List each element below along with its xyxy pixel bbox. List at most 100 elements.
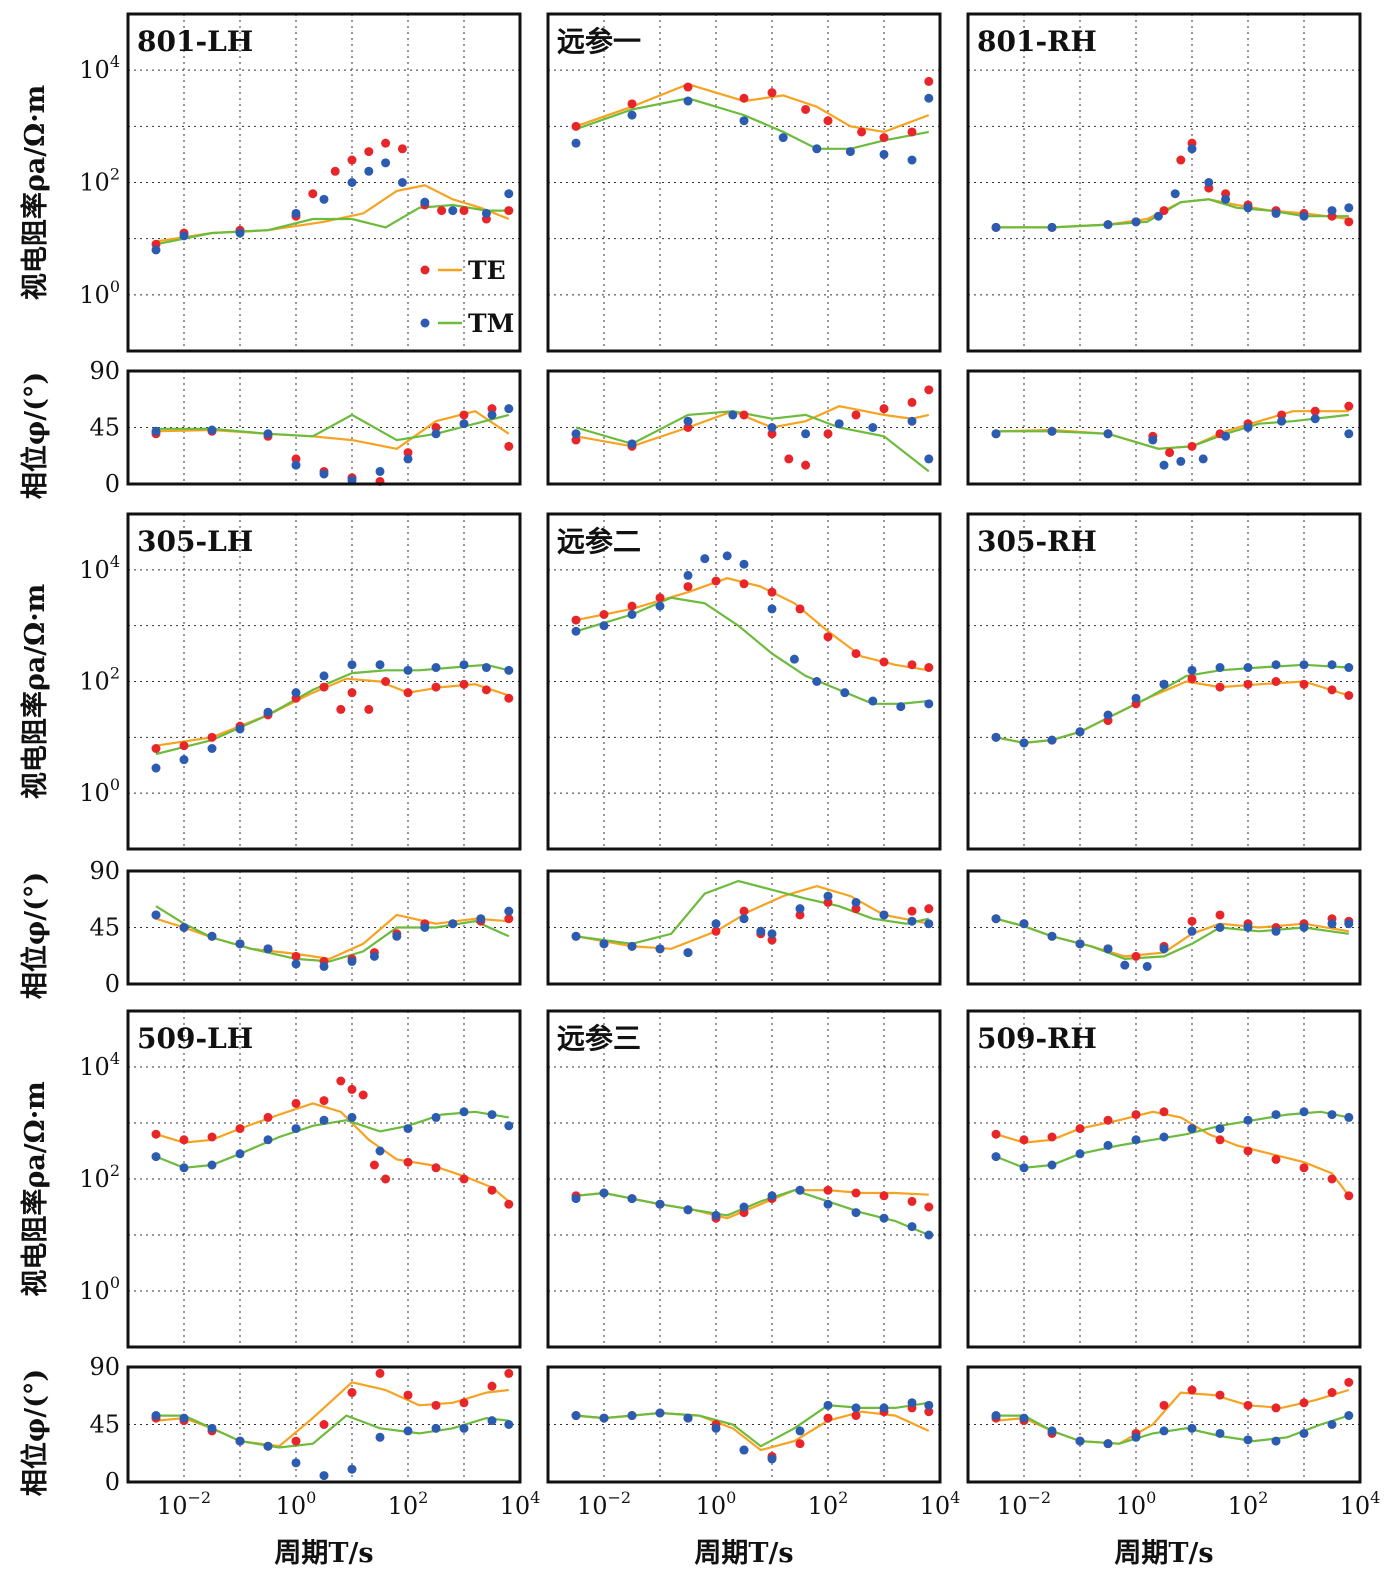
tm-data-point xyxy=(263,944,273,954)
te-data-point xyxy=(767,88,777,98)
tm-data-point xyxy=(1243,1435,1253,1445)
plot-background xyxy=(128,14,520,351)
tm-data-point xyxy=(571,1194,581,1204)
te-data-point xyxy=(571,121,581,131)
tm-data-point xyxy=(1310,414,1320,424)
tm-data-point xyxy=(1221,431,1231,441)
tm-data-point xyxy=(851,1208,861,1218)
panel-title: 801-RH xyxy=(977,25,1097,58)
te-data-point xyxy=(907,1196,917,1206)
tm-data-point xyxy=(1327,1110,1337,1120)
tm-data-point xyxy=(1277,416,1287,426)
tm-data-point xyxy=(1215,1124,1225,1134)
tm-data-point xyxy=(571,626,581,636)
te-data-point xyxy=(403,1390,413,1400)
tm-data-point xyxy=(207,425,217,435)
tm-data-point xyxy=(151,763,161,773)
tm-data-point xyxy=(319,469,329,479)
tm-data-point xyxy=(823,1199,833,1209)
phase-tick-label: 0 xyxy=(105,470,120,498)
tm-data-point xyxy=(868,423,878,432)
legend: TE TM xyxy=(420,256,514,338)
tm-data-point xyxy=(151,910,161,920)
tm-data-point xyxy=(319,671,329,681)
tm-data-point xyxy=(924,1230,934,1240)
tm-data-point xyxy=(795,1185,805,1195)
tm-data-point xyxy=(291,460,301,470)
tm-data-point xyxy=(1327,1420,1337,1429)
tm-data-point xyxy=(431,429,441,439)
tm-data-point xyxy=(235,1149,245,1159)
te-data-point xyxy=(381,677,391,686)
panel-title: 远参三 xyxy=(557,1022,641,1055)
tm-data-point xyxy=(1019,1413,1029,1423)
te-data-point xyxy=(801,104,811,114)
te-data-point xyxy=(459,1174,469,1184)
tm-data-point xyxy=(1075,1436,1085,1446)
panel-7: 100 102 104 0 45 90 509-LH 10−2 100 102 104 周期T/s xyxy=(79,1009,540,1569)
tm-data-point xyxy=(1344,919,1354,929)
tm-data-point xyxy=(739,1445,749,1455)
tm-data-point xyxy=(1131,1135,1141,1145)
te-data-point xyxy=(1131,951,1141,961)
rho-axis-title: 视电阻率ρa/Ω·m xyxy=(19,584,51,799)
tm-data-point xyxy=(879,910,889,920)
te-data-point xyxy=(1271,677,1281,686)
panel-title: 509-RH xyxy=(977,1022,1097,1055)
plot-background xyxy=(968,1367,1360,1482)
tm-data-point xyxy=(1187,144,1197,154)
te-data-point xyxy=(504,693,514,703)
te-data-point xyxy=(627,601,637,611)
tm-data-point xyxy=(756,926,766,936)
te-data-point xyxy=(151,744,161,753)
tm-data-point xyxy=(991,1411,1001,1421)
te-data-point xyxy=(599,610,609,619)
tm-data-point xyxy=(907,416,917,426)
tm-data-point xyxy=(683,416,693,426)
tm-data-point xyxy=(235,724,245,734)
tm-data-point xyxy=(991,429,1001,439)
tm-data-point xyxy=(476,914,486,924)
tm-data-point xyxy=(599,1413,609,1423)
tm-data-point xyxy=(207,1423,217,1433)
tm-data-point xyxy=(795,1426,805,1436)
tm-data-point xyxy=(235,1436,245,1446)
te-data-point xyxy=(403,448,413,458)
te-data-point xyxy=(795,1439,805,1449)
tm-model-curve xyxy=(575,879,930,945)
rho-axes: 100 102 104 xyxy=(79,1009,522,1349)
x-tick-label: 10−2 xyxy=(157,1488,211,1520)
tm-data-point xyxy=(991,222,1001,232)
tm-data-point xyxy=(151,1152,161,1162)
tm-data-point xyxy=(722,551,732,561)
te-data-point xyxy=(151,1129,161,1139)
tm-data-point xyxy=(291,688,301,698)
plot-background xyxy=(548,371,940,484)
rho-tick-label: 100 xyxy=(79,775,120,807)
tm-data-point xyxy=(571,429,581,439)
tm-data-point xyxy=(767,1191,777,1201)
te-data-point xyxy=(795,604,805,614)
te-data-point xyxy=(991,1129,1001,1139)
tm-data-point xyxy=(1131,217,1141,227)
te-data-point xyxy=(437,206,447,216)
te-data-point xyxy=(369,1160,379,1170)
te-data-point xyxy=(330,166,340,176)
panel-4: 100 102 104 0 45 90 305-LH xyxy=(79,512,522,998)
tm-data-point xyxy=(1243,663,1253,673)
tm-model-curve xyxy=(996,198,1349,229)
te-data-point xyxy=(1344,401,1354,411)
tm-data-point xyxy=(1299,660,1309,670)
tm-data-point xyxy=(1299,1428,1309,1438)
plot-frame xyxy=(966,1365,1362,1484)
tm-data-point xyxy=(627,110,637,120)
te-data-point xyxy=(291,1436,301,1446)
phase-axes xyxy=(966,1365,1362,1484)
tm-data-point xyxy=(1019,738,1029,748)
tm-data-point xyxy=(1215,923,1225,932)
tm-data-point xyxy=(1344,1411,1354,1421)
te-data-point xyxy=(459,1398,469,1408)
tm-data-point xyxy=(868,696,878,706)
te-data-point xyxy=(336,1076,346,1086)
te-data-point xyxy=(1159,1400,1169,1410)
